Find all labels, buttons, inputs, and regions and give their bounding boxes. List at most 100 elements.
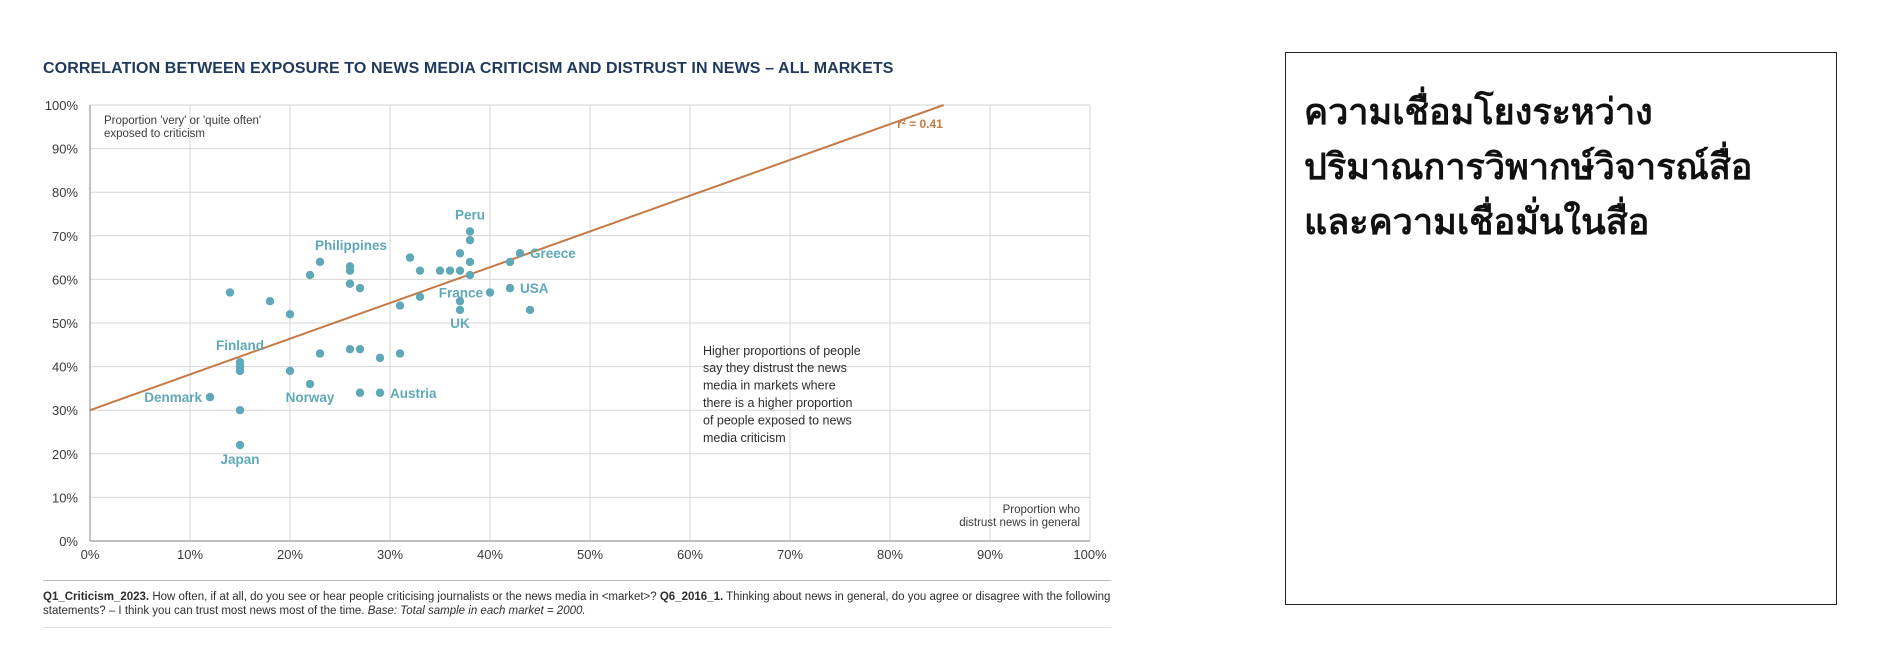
footnote-bottom-divider (43, 627, 1111, 628)
y-tick-label: 70% (52, 229, 78, 244)
data-point (415, 266, 425, 275)
data-point (355, 344, 365, 354)
data-point (345, 344, 355, 354)
text-layer: Proportion 'very' or 'quite often'expose… (104, 115, 1080, 529)
q1-text: How often, if at all, do you see or hear… (149, 591, 660, 603)
x-tick-label: 80% (877, 547, 903, 562)
data-point (465, 257, 475, 267)
data-point (445, 266, 455, 275)
x-tick-label: 10% (177, 547, 203, 562)
data-point (205, 392, 215, 402)
point-layer (205, 227, 535, 450)
y-tick-label: 60% (52, 272, 78, 287)
data-point (235, 406, 245, 415)
data-point (265, 297, 275, 306)
data-point (525, 305, 535, 315)
point-label: Japan (220, 452, 259, 467)
point-label: Finland (216, 338, 264, 353)
data-point (375, 388, 385, 397)
data-point (315, 257, 325, 267)
x-tick-label: 30% (377, 547, 403, 562)
x-tick-label: 100% (1073, 547, 1107, 562)
trend-layer: r² = 0.41 (89, 104, 944, 412)
data-point (305, 270, 315, 280)
q1-label: Q1_Criticism_2023. (43, 591, 150, 603)
point-label: UK (450, 316, 470, 331)
x-tick-label: 90% (977, 547, 1003, 562)
axis-layer: 0%0% 10% 10% 20% 20% 30% 30% 40% 40% 50% 50% 60% 60%… (45, 98, 1107, 562)
y-tick-label: 30% (52, 403, 78, 418)
chart-title: CORRELATION BETWEEN EXPOSURE TO NEWS MED… (43, 60, 894, 77)
y-tick-label: 90% (52, 142, 78, 157)
data-point (505, 257, 515, 267)
annotation-line: media criticism (703, 431, 786, 445)
y-tick-label: 50% (52, 316, 78, 331)
y-tick-label: 80% (52, 185, 78, 200)
y-tick-label: 40% (52, 360, 78, 375)
data-point (455, 249, 465, 258)
x-tick-label: 20% (277, 547, 303, 562)
footnote-divider (43, 580, 1111, 581)
data-point (285, 310, 295, 319)
x-tick-label: 40% (477, 547, 503, 562)
data-point (355, 388, 365, 397)
data-point (485, 288, 495, 297)
annotation-line: of people exposed to news (703, 413, 852, 427)
grid-layer (90, 104, 1091, 541)
side-panel-line-1: ความเชื่อมโยงระหว่าง (1304, 92, 1653, 133)
point-label: Philippines (315, 238, 387, 253)
x-tick-label: 0% (81, 547, 100, 562)
y-tick-label: 20% (52, 447, 78, 462)
data-point (285, 366, 295, 376)
data-point (455, 305, 465, 315)
point-label: Norway (286, 390, 335, 405)
q6-label: Q6_2016_1. (659, 591, 724, 603)
point-label: France (439, 285, 484, 300)
point-label: Peru (455, 207, 485, 222)
annotation-line: say they distrust the news (703, 361, 847, 375)
side-panel-line-3: และความเชื่อมั่นในสื่อ (1304, 202, 1650, 243)
data-point (395, 349, 405, 358)
data-point (465, 235, 475, 245)
data-point (375, 353, 385, 363)
label-layer: Peru Philippines Greece USA France UK Finland N… (144, 207, 576, 467)
data-point (345, 279, 355, 288)
data-point (455, 297, 465, 306)
data-point (415, 292, 425, 302)
data-point (465, 270, 475, 280)
y-axis-title: Proportion 'very' or 'quite often' (104, 115, 261, 127)
x-tick-label: 60% (677, 547, 703, 562)
data-point (515, 249, 525, 258)
trend-line (89, 104, 944, 412)
point-label: Denmark (144, 390, 202, 405)
x-tick-label: 70% (777, 547, 803, 562)
data-point (465, 227, 475, 236)
point-label: Greece (530, 246, 576, 261)
base-text: Base: Total sample in each market = 2000… (367, 605, 586, 617)
data-point (505, 283, 515, 293)
data-point (315, 349, 325, 358)
side-panel-line-2: ปริมาณการวิพากษ์วิจารณ์สื่อ (1304, 147, 1753, 188)
y-tick-label: 100% (45, 98, 79, 113)
data-point (395, 301, 405, 310)
point-label: USA (520, 281, 549, 296)
y-tick-label: 10% (52, 490, 78, 505)
data-point (225, 288, 235, 297)
x-axis-title: distrust news in general (959, 517, 1080, 529)
annotation-line: there is a higher proportion (703, 396, 852, 410)
annotation-line: media in markets where (703, 379, 836, 393)
side-panel: ความเชื่อมโยงระหว่าง ปริมาณการวิพากษ์วิจ… (1285, 52, 1837, 605)
annotation-line: Higher proportions of people (703, 344, 861, 358)
data-point (235, 366, 245, 376)
data-point (435, 266, 445, 275)
data-point (305, 379, 315, 389)
data-point (345, 266, 355, 275)
r-squared-label: r² = 0.41 (897, 117, 943, 131)
scatter-chart: 0%0% 10% 10% 20% 20% 30% 30% 40% 40% 50% 50% 60% 60%… (45, 98, 1107, 562)
x-axis-title: Proportion who (1003, 504, 1080, 516)
data-point (405, 253, 415, 262)
y-tick-label: 0% (59, 534, 78, 549)
footnote: Q1_Criticism_2023. How often, if at all,… (43, 590, 1111, 618)
x-tick-label: 50% (577, 547, 603, 562)
data-point (455, 266, 465, 275)
